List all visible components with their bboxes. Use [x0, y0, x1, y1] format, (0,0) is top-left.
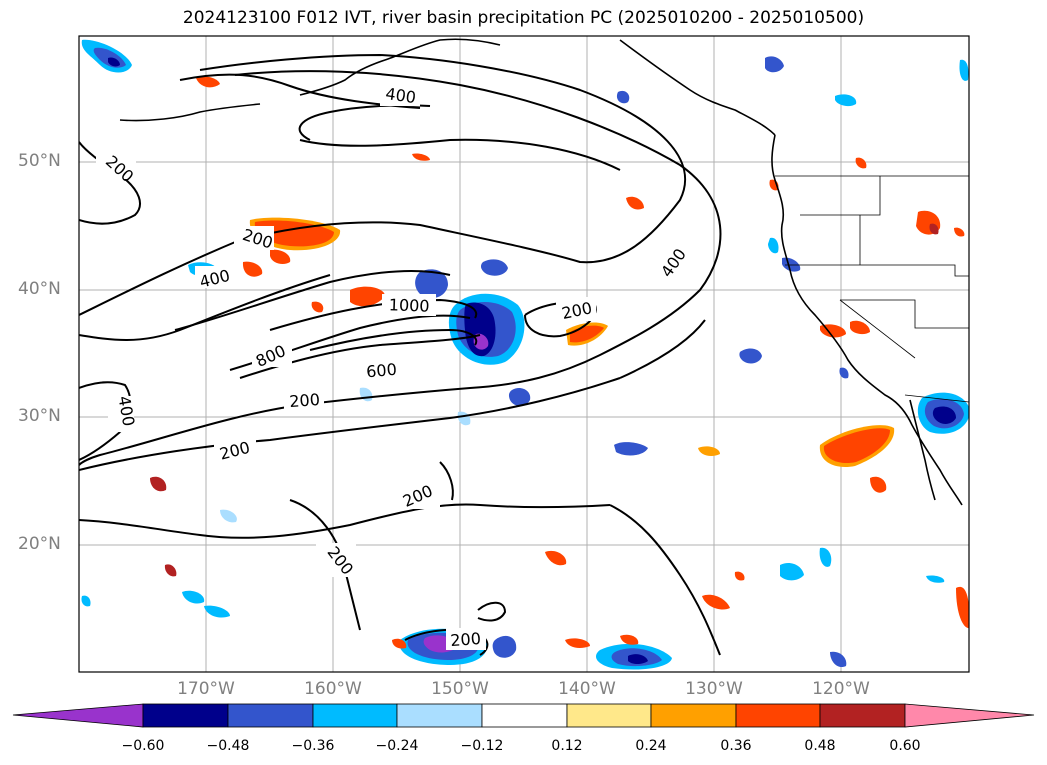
latitude-label: 20°N	[18, 534, 61, 554]
colorbar-segment	[142, 703, 229, 728]
precip-patch-positive	[620, 634, 639, 645]
colorbar-segment	[312, 703, 398, 728]
map-frame	[78, 35, 970, 673]
colorbar-tick-label: −0.36	[291, 738, 335, 754]
colorbar-segment	[566, 703, 652, 728]
contour-label: 600	[365, 360, 397, 382]
contour-label: 200	[289, 390, 321, 411]
longitude-label: 130°W	[685, 679, 743, 699]
contour-label: 400	[384, 84, 417, 107]
colorbar-segment	[904, 703, 1035, 728]
precip-patch-positive	[702, 594, 730, 610]
colorbar-tick-label: 0.24	[635, 738, 667, 754]
precip-patch-positive	[850, 320, 870, 335]
colorbar-segment	[396, 703, 483, 728]
contour-label-backgrounds	[96, 84, 696, 650]
precip-patch-positive	[196, 76, 220, 88]
colorbar-segment	[227, 703, 314, 728]
colorbar-tick-label: −0.60	[121, 738, 165, 754]
precip-patch-positive	[150, 476, 167, 492]
precip-patch-positive	[412, 153, 430, 161]
precip-patch-negative	[480, 259, 508, 276]
precip-patch-negative	[492, 635, 517, 658]
colorbar-tick-label: −0.48	[206, 738, 250, 754]
precip-patches	[81, 39, 969, 670]
colorbar-tick-label: −0.12	[460, 738, 504, 754]
colorbar-segment	[650, 703, 737, 728]
precip-patch-negative	[932, 406, 956, 424]
coastlines	[119, 38, 963, 506]
colorbar-segment	[735, 703, 821, 728]
precip-patch-positive	[956, 587, 969, 629]
longitude-label: 170°W	[177, 679, 235, 699]
precip-patch-negative	[108, 57, 120, 67]
longitude-label: 160°W	[304, 679, 362, 699]
precip-patch-negative	[508, 388, 531, 406]
map-plot-area[interactable]	[79, 36, 969, 672]
precip-patch-positive	[565, 638, 590, 648]
precip-patch-positive	[392, 638, 407, 649]
precip-patch-positive	[734, 571, 745, 581]
borders	[775, 175, 969, 403]
figure-title: 2024123100 F012 IVT, river basin precipi…	[182, 8, 865, 28]
longitude-label: 140°W	[558, 679, 616, 699]
precip-patch-positive	[164, 564, 177, 577]
latitude-label: 30°N	[18, 406, 61, 426]
contour-label: 1000	[389, 295, 430, 315]
precip-patch-positive	[698, 446, 720, 456]
latitude-label: 40°N	[18, 279, 61, 299]
colorbar-tick-label: 0.12	[551, 738, 583, 754]
precip-patch-negative	[415, 269, 448, 299]
precip-patch-positive	[350, 286, 385, 307]
colorbar	[12, 703, 1035, 728]
precip-patch-positive	[823, 428, 890, 464]
latitude-label: 50°N	[18, 151, 61, 171]
precip-patch-negative	[628, 654, 648, 664]
longitude-label: 150°W	[431, 679, 489, 699]
colorbar-segment	[481, 703, 568, 728]
precip-patch-positive	[855, 157, 867, 169]
colorbar-tick-label: 0.36	[720, 738, 752, 754]
precip-patch-positive	[242, 261, 263, 277]
longitude-label: 120°W	[812, 679, 870, 699]
colorbar-tick-label: 0.48	[804, 738, 836, 754]
colorbar-tick-label: −0.24	[375, 738, 419, 754]
precip-patch-positive	[545, 550, 567, 566]
precip-patch-positive	[870, 476, 887, 493]
precip-patch-positive	[270, 249, 291, 264]
precip-patch-positive	[626, 196, 644, 210]
contour-label: 200	[450, 629, 482, 650]
gridlines	[79, 36, 969, 672]
colorbar-tick-label: 0.60	[889, 738, 921, 754]
colorbar-segment	[12, 703, 144, 728]
precip-patch-positive	[929, 223, 939, 235]
colorbar-segment	[819, 703, 906, 728]
precip-patch-positive	[954, 227, 965, 237]
precip-patch-positive	[311, 301, 324, 313]
precip-patch-negative	[473, 333, 489, 350]
